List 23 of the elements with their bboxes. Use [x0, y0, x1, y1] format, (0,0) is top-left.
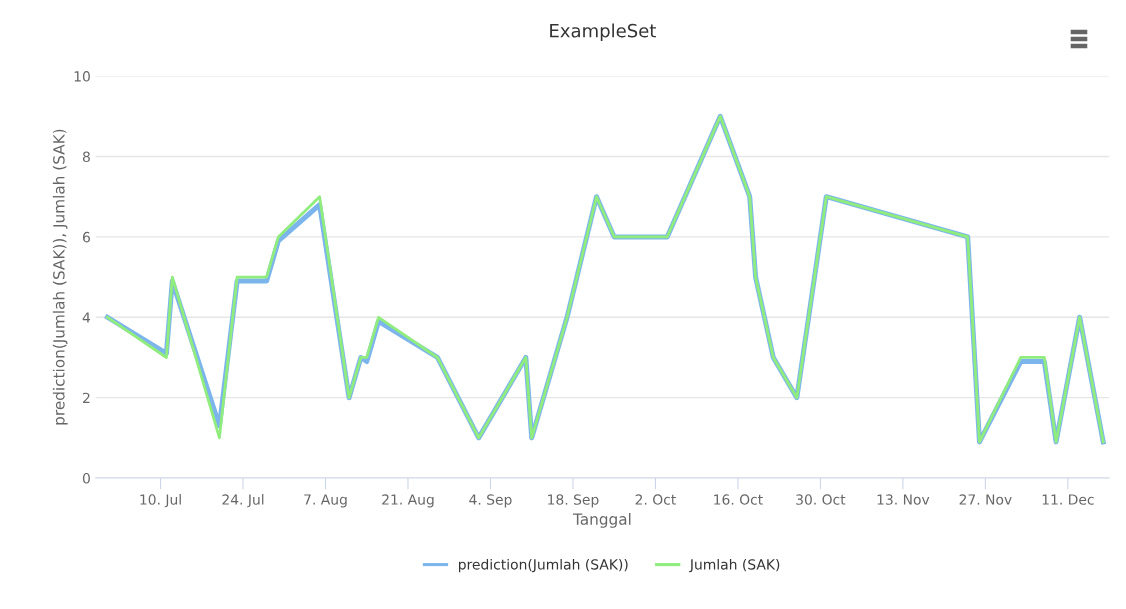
- x-tick-label: 11. Dec: [1042, 494, 1094, 505]
- x-tick-label: 2. Oct: [635, 494, 676, 505]
- y-tick-label: 8: [82, 151, 90, 162]
- x-tick-label: 4. Sep: [469, 494, 512, 508]
- x-tick-label: 27. Nov: [959, 494, 1012, 505]
- x-tick-label: 21. Aug: [382, 494, 434, 508]
- y-tick-label: 2: [83, 392, 90, 403]
- chart-title: ExampleSet: [550, 23, 656, 41]
- legend-label: Jumlah (SAK): [689, 558, 780, 573]
- y-tick-label: 6: [82, 231, 90, 243]
- x-tick-label: 24. Jul: [222, 494, 264, 508]
- x-axis-title: Tanggal: [572, 513, 631, 528]
- x-tick-label: 18. Sep: [548, 494, 599, 508]
- y-tick-label: 0: [82, 473, 90, 484]
- x-tick-label: 13. Nov: [877, 494, 930, 505]
- x-tick-label: 16. Oct: [714, 494, 763, 505]
- y-axis-title: prediction(Jumlah (SAK)), Jumlah (SAK): [52, 129, 68, 425]
- y-tick-label: 4: [82, 312, 91, 323]
- x-tick-label: 30. Oct: [796, 494, 846, 505]
- y-tick-label: 10: [74, 71, 90, 82]
- x-tick-label: 7. Aug: [304, 494, 347, 508]
- x-tick-label: 10. Jul: [140, 494, 181, 508]
- legend-label: prediction(Jumlah (SAK)): [458, 558, 628, 573]
